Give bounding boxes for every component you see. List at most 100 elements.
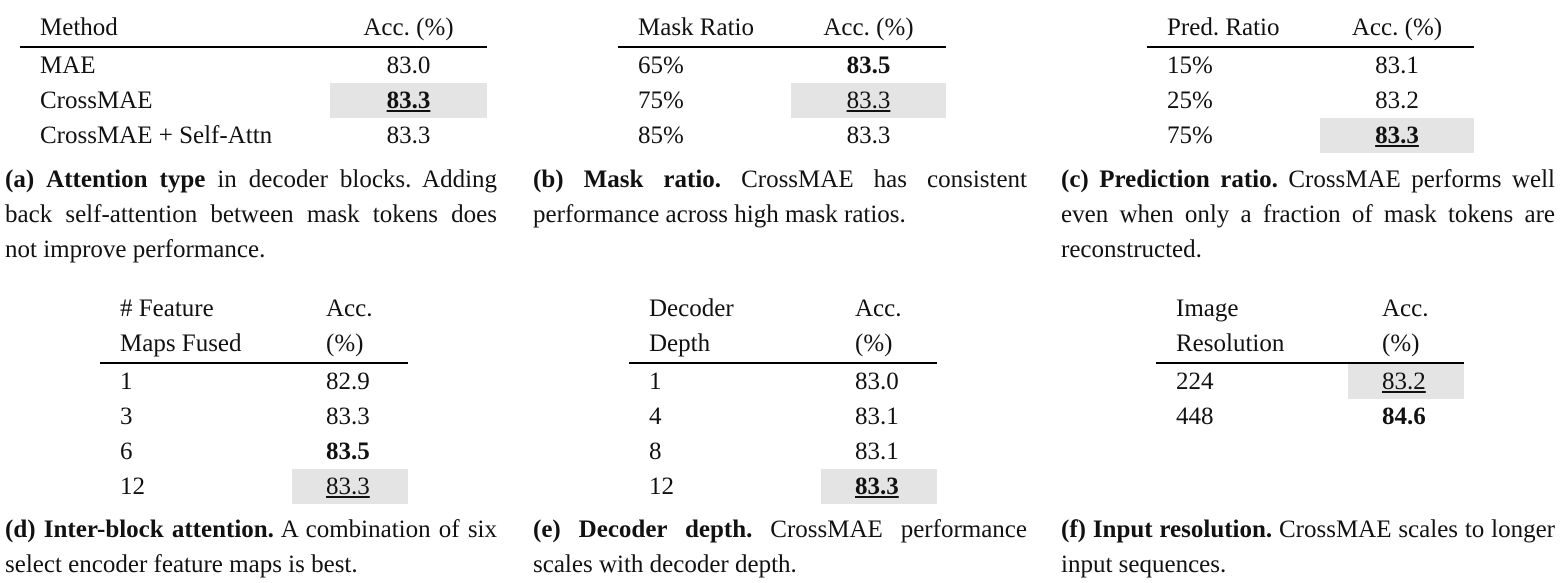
row-key: 75% xyxy=(1167,122,1213,149)
table-row: 3 83.3 xyxy=(100,399,408,434)
caption-text: A combination of six select encoder feat… xyxy=(5,516,497,578)
table-row: 12 83.3 xyxy=(629,469,937,504)
row-value: 83.5 xyxy=(326,438,370,465)
row-key: CrossMAE + Self-Attn xyxy=(40,122,273,149)
caption-b: (b) Mask ratio. CrossMAE has consistent … xyxy=(533,162,1027,232)
table-f: Image Acc. Resolution (%) 224 83.2 448 8… xyxy=(1156,291,1464,434)
row-value: 83.3 xyxy=(1320,118,1474,153)
table-row: CrossMAE 83.3 xyxy=(20,83,487,118)
row-key: 1 xyxy=(120,368,133,395)
caption-title: Input resolution. xyxy=(1092,516,1273,543)
row-value: 83.1 xyxy=(1375,52,1419,79)
table-row: 15% 83.1 xyxy=(1147,47,1474,83)
header-feature-maps-line2: Maps Fused xyxy=(100,326,292,364)
row-key: 15% xyxy=(1167,52,1213,79)
table-b: Mask Ratio Acc. (%) 65% 83.5 75% 83.3 85… xyxy=(618,10,946,153)
header-image-resolution-line1: Image xyxy=(1176,295,1239,322)
caption-title: Inter-block attention. xyxy=(43,516,274,543)
row-key: CrossMAE xyxy=(40,87,153,114)
table-c: Pred. Ratio Acc. (%) 15% 83.1 25% 83.2 7… xyxy=(1147,10,1474,153)
row-value: 83.3 xyxy=(791,83,946,118)
row-value: 83.3 xyxy=(846,122,891,149)
row-key: 224 xyxy=(1176,368,1214,395)
table-e-panel: Decoder Acc. Depth (%) 1 83.0 4 83.1 8 8… xyxy=(629,291,937,504)
caption-text: CrossMAE has consistent performance acro… xyxy=(533,166,1028,228)
row-value: 84.6 xyxy=(1382,403,1426,430)
caption-text: in decoder blocks. Adding back self-atte… xyxy=(5,166,498,263)
caption-label: (f) xyxy=(1061,516,1086,543)
header-method: Method xyxy=(20,10,330,48)
table-d: # Feature Acc. Maps Fused (%) 1 82.9 3 8… xyxy=(100,291,408,504)
header-decoder-depth-line2: Depth xyxy=(629,326,821,364)
row-value: 83.5 xyxy=(846,52,891,79)
row-key: 12 xyxy=(120,473,145,500)
row-value: 83.2 xyxy=(1375,87,1419,114)
caption-e: (e) Decoder depth. CrossMAE performance … xyxy=(533,512,1027,582)
row-key: 25% xyxy=(1167,87,1213,114)
row-key: 4 xyxy=(649,403,662,430)
row-key: 75% xyxy=(638,87,684,114)
row-key: 6 xyxy=(120,438,133,465)
table-a-panel: Method Acc. (%) MAE 83.0 CrossMAE 83.3 C… xyxy=(20,10,487,153)
caption-label: (d) xyxy=(5,516,36,543)
row-value: 83.3 xyxy=(326,403,370,430)
row-value: 83.0 xyxy=(386,52,431,79)
row-key: 85% xyxy=(638,122,684,149)
table-row: 12 83.3 xyxy=(100,469,408,504)
row-value: 83.2 xyxy=(1348,363,1464,399)
row-value: 83.3 xyxy=(386,122,431,149)
caption-title: Prediction ratio. xyxy=(1099,166,1278,193)
header-pred-ratio: Pred. Ratio xyxy=(1147,10,1320,48)
table-c-panel: Pred. Ratio Acc. (%) 15% 83.1 25% 83.2 7… xyxy=(1147,10,1474,153)
caption-text: CrossMAE performance scales with decoder… xyxy=(533,516,1027,578)
row-value: 83.1 xyxy=(855,438,899,465)
header-acc-line2: (%) xyxy=(1348,326,1464,364)
caption-title: Mask ratio. xyxy=(583,166,722,193)
header-acc-line1: Acc. xyxy=(326,295,373,322)
header-acc: Acc. (%) xyxy=(791,10,946,48)
caption-c: (c) Prediction ratio. CrossMAE performs … xyxy=(1061,162,1555,267)
row-value: 83.0 xyxy=(855,368,899,395)
table-row: 25% 83.2 xyxy=(1147,83,1474,118)
row-value: 83.3 xyxy=(821,469,937,504)
row-key: 65% xyxy=(638,52,684,79)
header-acc: Acc. (%) xyxy=(330,10,487,48)
row-key: MAE xyxy=(40,52,96,79)
caption-label: (c) xyxy=(1061,166,1089,193)
caption-text: CrossMAE scales to longer input sequence… xyxy=(1061,516,1555,578)
table-d-panel: # Feature Acc. Maps Fused (%) 1 82.9 3 8… xyxy=(100,291,408,504)
caption-a: (a) Attention type in decoder blocks. Ad… xyxy=(5,162,497,267)
table-row: 85% 83.3 xyxy=(618,118,946,153)
caption-label: (e) xyxy=(533,516,561,543)
table-row: 65% 83.5 xyxy=(618,47,946,83)
table-row: 448 84.6 xyxy=(1156,399,1464,434)
row-value: 83.1 xyxy=(855,403,899,430)
table-row: 1 83.0 xyxy=(629,363,937,399)
caption-label: (b) xyxy=(533,166,564,193)
row-value: 83.3 xyxy=(292,469,408,504)
table-row: 224 83.2 xyxy=(1156,363,1464,399)
table-row: CrossMAE + Self-Attn 83.3 xyxy=(20,118,487,153)
header-mask-ratio: Mask Ratio xyxy=(618,10,791,48)
caption-f: (f) Input resolution. CrossMAE scales to… xyxy=(1061,512,1555,582)
header-acc-line1: Acc. xyxy=(855,295,902,322)
table-row: 75% 83.3 xyxy=(1147,118,1474,153)
table-f-panel: Image Acc. Resolution (%) 224 83.2 448 8… xyxy=(1156,291,1464,434)
caption-title: Decoder depth. xyxy=(578,516,753,543)
header-acc-line1: Acc. xyxy=(1382,295,1429,322)
row-key: 448 xyxy=(1176,403,1214,430)
table-b-panel: Mask Ratio Acc. (%) 65% 83.5 75% 83.3 85… xyxy=(618,10,946,153)
table-e: Decoder Acc. Depth (%) 1 83.0 4 83.1 8 8… xyxy=(629,291,937,504)
header-acc: Acc. (%) xyxy=(1320,10,1474,48)
row-key: 8 xyxy=(649,438,662,465)
caption-text: CrossMAE performs well even when only a … xyxy=(1061,166,1555,263)
table-row: 1 82.9 xyxy=(100,363,408,399)
header-acc-line2: (%) xyxy=(292,326,408,364)
caption-d: (d) Inter-block attention. A combination… xyxy=(5,512,497,582)
table-row: 4 83.1 xyxy=(629,399,937,434)
row-key: 3 xyxy=(120,403,133,430)
header-image-resolution-line2: Resolution xyxy=(1156,326,1348,364)
row-value: 82.9 xyxy=(326,368,370,395)
header-decoder-depth-line1: Decoder xyxy=(649,295,734,322)
caption-title: Attention type xyxy=(46,166,206,193)
